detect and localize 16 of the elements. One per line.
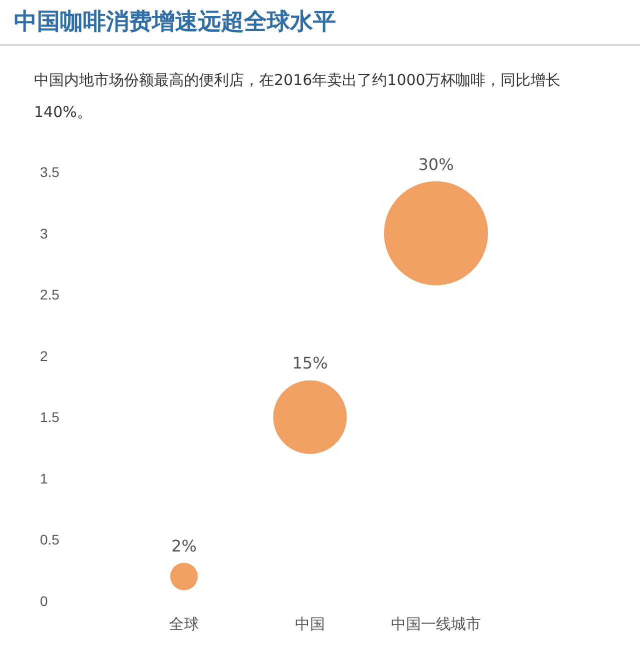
y-tick-label: 0.5 <box>40 532 60 548</box>
y-tick-label: 2.5 <box>40 286 60 303</box>
y-tick-label: 1.5 <box>40 409 60 426</box>
annotation: 30% <box>418 155 454 174</box>
x-tick-label: 中国一线城市 <box>391 616 481 633</box>
chart-subtitle: 中国内地市场份额最高的便利店，在2016年卖出了约1000万杯咖啡，同比增长140%。 <box>34 70 562 123</box>
chart-title: 中国咖啡消费增速远超全球水平 <box>14 8 336 37</box>
y-tick-label: 3.5 <box>40 164 60 180</box>
x-tick-label: 中国 <box>295 616 325 633</box>
y-tick-label: 1 <box>40 470 48 486</box>
y-tick-label: 3 <box>40 225 48 242</box>
y-tick-label: 0 <box>40 593 48 609</box>
annotation: 2% <box>171 536 197 556</box>
x-tick-label: 全球 <box>169 616 199 633</box>
annotation: 15% <box>292 354 328 373</box>
y-tick-label: 2 <box>40 348 48 364</box>
